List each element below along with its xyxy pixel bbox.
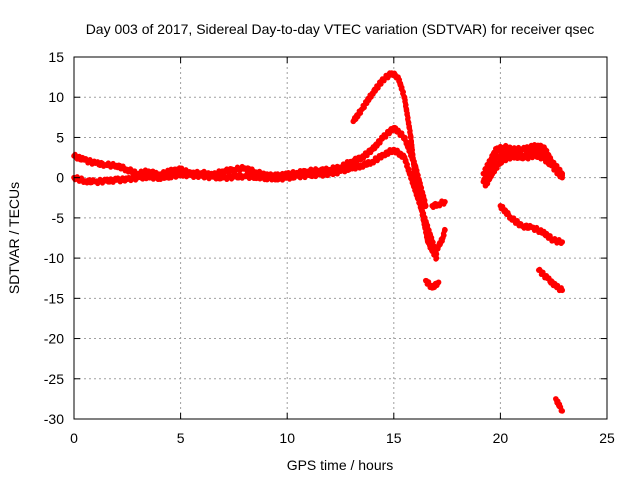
y-tick-label: 10	[48, 89, 64, 105]
x-tick-label: 10	[279, 430, 295, 446]
y-tick-label: -5	[52, 210, 65, 226]
x-tick-label: 15	[386, 430, 402, 446]
data-point	[400, 89, 406, 95]
data-point	[435, 279, 442, 286]
y-axis-label: SDTVAR / TECUs	[6, 182, 22, 294]
x-tick-label: 0	[70, 430, 78, 446]
data-point	[424, 232, 430, 239]
series-track-2	[71, 146, 440, 257]
chart-title: Day 003 of 2017, Sidereal Day-to-day VTE…	[86, 21, 595, 37]
data-point	[413, 178, 419, 185]
data-point	[442, 227, 448, 233]
x-axis-label: GPS time / hours	[287, 457, 394, 473]
data-points	[71, 70, 566, 414]
data-point	[430, 239, 436, 245]
data-point	[559, 287, 566, 294]
series-track-10	[497, 203, 566, 247]
data-point	[559, 408, 566, 414]
y-tick-label: 5	[56, 129, 64, 145]
grid-lines	[74, 57, 607, 419]
y-axis-ticks: 15 10 5 0 -5 -10 -15 -20 -25 -30	[44, 49, 607, 427]
y-tick-label: -15	[44, 290, 64, 306]
series-track-3	[350, 70, 440, 262]
data-point	[559, 172, 566, 179]
data-point	[441, 232, 447, 238]
y-tick-label: 15	[48, 49, 64, 65]
data-point	[422, 203, 429, 209]
y-tick-label: -10	[44, 250, 64, 266]
series-track-11	[535, 266, 566, 294]
plot-frame	[73, 56, 608, 420]
series-track-6	[431, 226, 448, 257]
series-track-12	[553, 396, 566, 414]
x-axis-ticks: 0 5 10 15 20 25	[70, 57, 615, 446]
x-tick-label: 5	[177, 430, 185, 446]
data-point	[403, 102, 409, 108]
series-track-5	[429, 198, 448, 210]
data-point	[442, 199, 448, 205]
series-track-4	[422, 277, 442, 291]
data-point	[559, 239, 566, 245]
x-tick-label: 20	[493, 430, 509, 446]
data-point	[405, 115, 411, 121]
y-tick-label: 0	[56, 170, 64, 186]
data-point	[408, 134, 414, 140]
x-tick-label: 25	[599, 430, 615, 446]
y-tick-label: -20	[44, 331, 64, 347]
data-point	[409, 147, 415, 153]
series-track-9	[480, 145, 566, 185]
y-tick-label: -30	[44, 411, 64, 427]
y-tick-label: -25	[44, 371, 64, 387]
